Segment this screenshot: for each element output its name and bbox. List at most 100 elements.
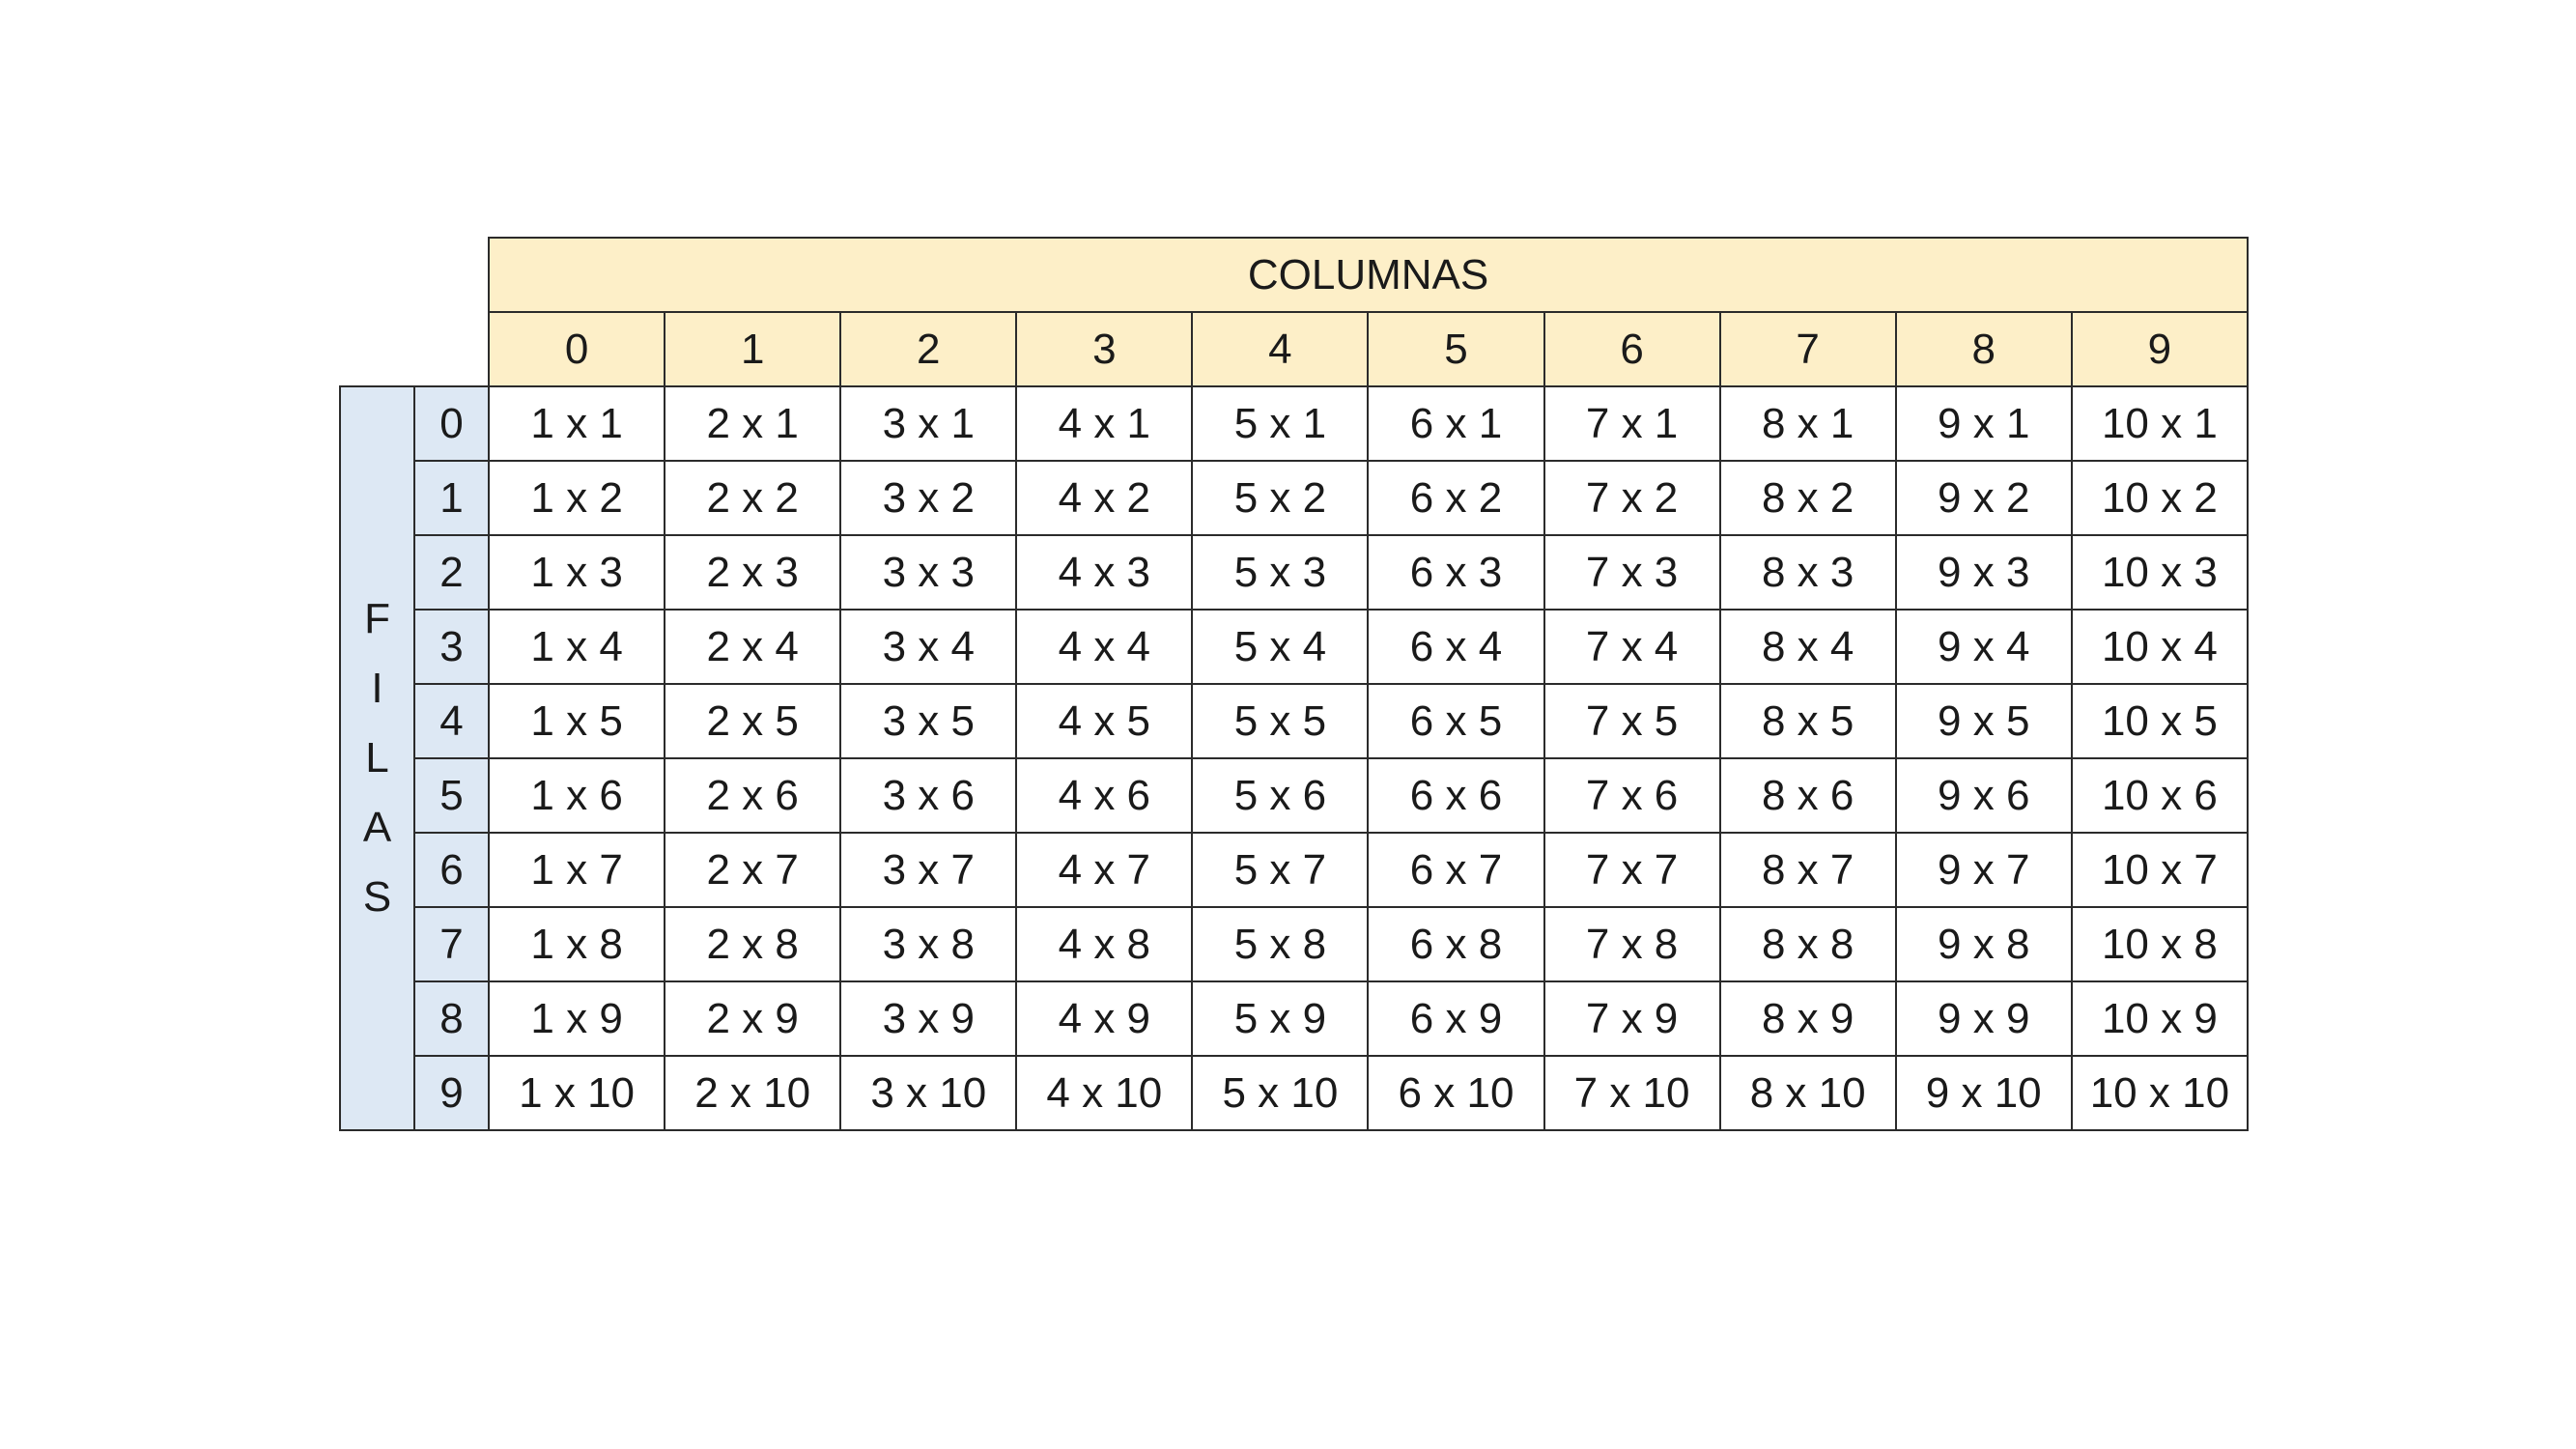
- table-cell: 8 x 7: [1718, 832, 1897, 908]
- table-cell: 8 x 8: [1718, 906, 1897, 982]
- table-cell: 2 x 2: [664, 460, 842, 536]
- table-cell: 3 x 10: [839, 1055, 1018, 1131]
- row-header-cell: 1: [413, 460, 491, 536]
- table-cell: 2 x 9: [664, 980, 842, 1057]
- table-cell: 7 x 4: [1543, 609, 1721, 685]
- table-cell: 2 x 5: [664, 683, 842, 759]
- side-label-letter: A: [362, 804, 392, 851]
- table-cell: 10 x 6: [2070, 757, 2250, 834]
- table-cell: 9 x 2: [1894, 460, 2073, 536]
- table-cell: 9 x 10: [1894, 1055, 2073, 1131]
- column-header-cell: 8: [1894, 311, 2073, 387]
- table-cell: 1 x 5: [488, 683, 666, 759]
- table-cell: 7 x 2: [1543, 460, 1721, 536]
- table-cell: 5 x 9: [1191, 980, 1370, 1057]
- row-header-cell: 9: [413, 1055, 491, 1131]
- table-cell: 1 x 9: [488, 980, 666, 1057]
- table-cell: 5 x 5: [1191, 683, 1370, 759]
- table-cell: 9 x 1: [1894, 385, 2073, 462]
- table-cell: 10 x 5: [2070, 683, 2250, 759]
- table-cell: 1 x 3: [488, 534, 666, 611]
- row-header-cell: 4: [413, 683, 491, 759]
- table-cell: 8 x 1: [1718, 385, 1897, 462]
- table-cell: 8 x 10: [1718, 1055, 1897, 1131]
- table-cell: 2 x 4: [664, 609, 842, 685]
- table-cell: 6 x 10: [1367, 1055, 1545, 1131]
- table-cell: 5 x 8: [1191, 906, 1370, 982]
- table-cell: 9 x 4: [1894, 609, 2073, 685]
- table-cell: 4 x 9: [1015, 980, 1194, 1057]
- table-cell: 9 x 9: [1894, 980, 2073, 1057]
- table-cell: 6 x 6: [1367, 757, 1545, 834]
- table-cell: 4 x 5: [1015, 683, 1194, 759]
- side-label-letter: S: [362, 873, 392, 921]
- table-cell: 5 x 7: [1191, 832, 1370, 908]
- table-cell: 1 x 2: [488, 460, 666, 536]
- table-cell: 10 x 7: [2070, 832, 2250, 908]
- table-cell: 10 x 4: [2070, 609, 2250, 685]
- row-header-cell: 2: [413, 534, 491, 611]
- column-header-cell: 6: [1543, 311, 1721, 387]
- table-cell: 4 x 1: [1015, 385, 1194, 462]
- table-cell: 3 x 1: [839, 385, 1018, 462]
- table-cell: 9 x 3: [1894, 534, 2073, 611]
- table-cell: 7 x 10: [1543, 1055, 1721, 1131]
- table-cell: 2 x 10: [664, 1055, 842, 1131]
- row-header-cell: 0: [413, 385, 491, 462]
- table-cell: 1 x 8: [488, 906, 666, 982]
- table-cell: 5 x 10: [1191, 1055, 1370, 1131]
- table-cell: 8 x 3: [1718, 534, 1897, 611]
- side-label-letter: L: [365, 734, 389, 781]
- table-cell: 3 x 8: [839, 906, 1018, 982]
- table-cell: 5 x 6: [1191, 757, 1370, 834]
- table-cell: 5 x 2: [1191, 460, 1370, 536]
- table-cell: 5 x 4: [1191, 609, 1370, 685]
- table-cell: 5 x 1: [1191, 385, 1370, 462]
- table-cell: 3 x 6: [839, 757, 1018, 834]
- columns-title: COLUMNAS: [488, 237, 2249, 313]
- table-cell: 6 x 2: [1367, 460, 1545, 536]
- column-header-cell: 2: [839, 311, 1018, 387]
- table-cell: 10 x 1: [2070, 385, 2250, 462]
- table-cell: 4 x 7: [1015, 832, 1194, 908]
- table-cell: 8 x 5: [1718, 683, 1897, 759]
- table-cell: 4 x 4: [1015, 609, 1194, 685]
- table-cell: 5 x 3: [1191, 534, 1370, 611]
- table-cell: 7 x 6: [1543, 757, 1721, 834]
- table-cell: 10 x 10: [2070, 1055, 2250, 1131]
- table-cell: 10 x 8: [2070, 906, 2250, 982]
- table-cell: 3 x 4: [839, 609, 1018, 685]
- table-cell: 8 x 9: [1718, 980, 1897, 1057]
- table-cell: 10 x 2: [2070, 460, 2250, 536]
- title-row: COLUMNAS: [340, 237, 2249, 313]
- side-label-letter: F: [364, 595, 390, 642]
- table-cell: 3 x 7: [839, 832, 1018, 908]
- table-cell: 1 x 4: [488, 609, 666, 685]
- table-cell: 1 x 7: [488, 832, 666, 908]
- table-cell: 3 x 9: [839, 980, 1018, 1057]
- table-cell: 1 x 1: [488, 385, 666, 462]
- table-cell: 2 x 6: [664, 757, 842, 834]
- table-cell: 6 x 9: [1367, 980, 1545, 1057]
- table-cell: 2 x 1: [664, 385, 842, 462]
- corner-blank: [414, 312, 489, 386]
- table-cell: 7 x 7: [1543, 832, 1721, 908]
- column-header-cell: 0: [488, 311, 666, 387]
- table-cell: 7 x 3: [1543, 534, 1721, 611]
- table-cell: 1 x 6: [488, 757, 666, 834]
- table-cell: 4 x 8: [1015, 906, 1194, 982]
- table-cell: 8 x 2: [1718, 460, 1897, 536]
- corner-blank: [414, 238, 489, 312]
- table-cell: 7 x 8: [1543, 906, 1721, 982]
- table-cell: 4 x 3: [1015, 534, 1194, 611]
- side-label-letter: I: [371, 665, 383, 712]
